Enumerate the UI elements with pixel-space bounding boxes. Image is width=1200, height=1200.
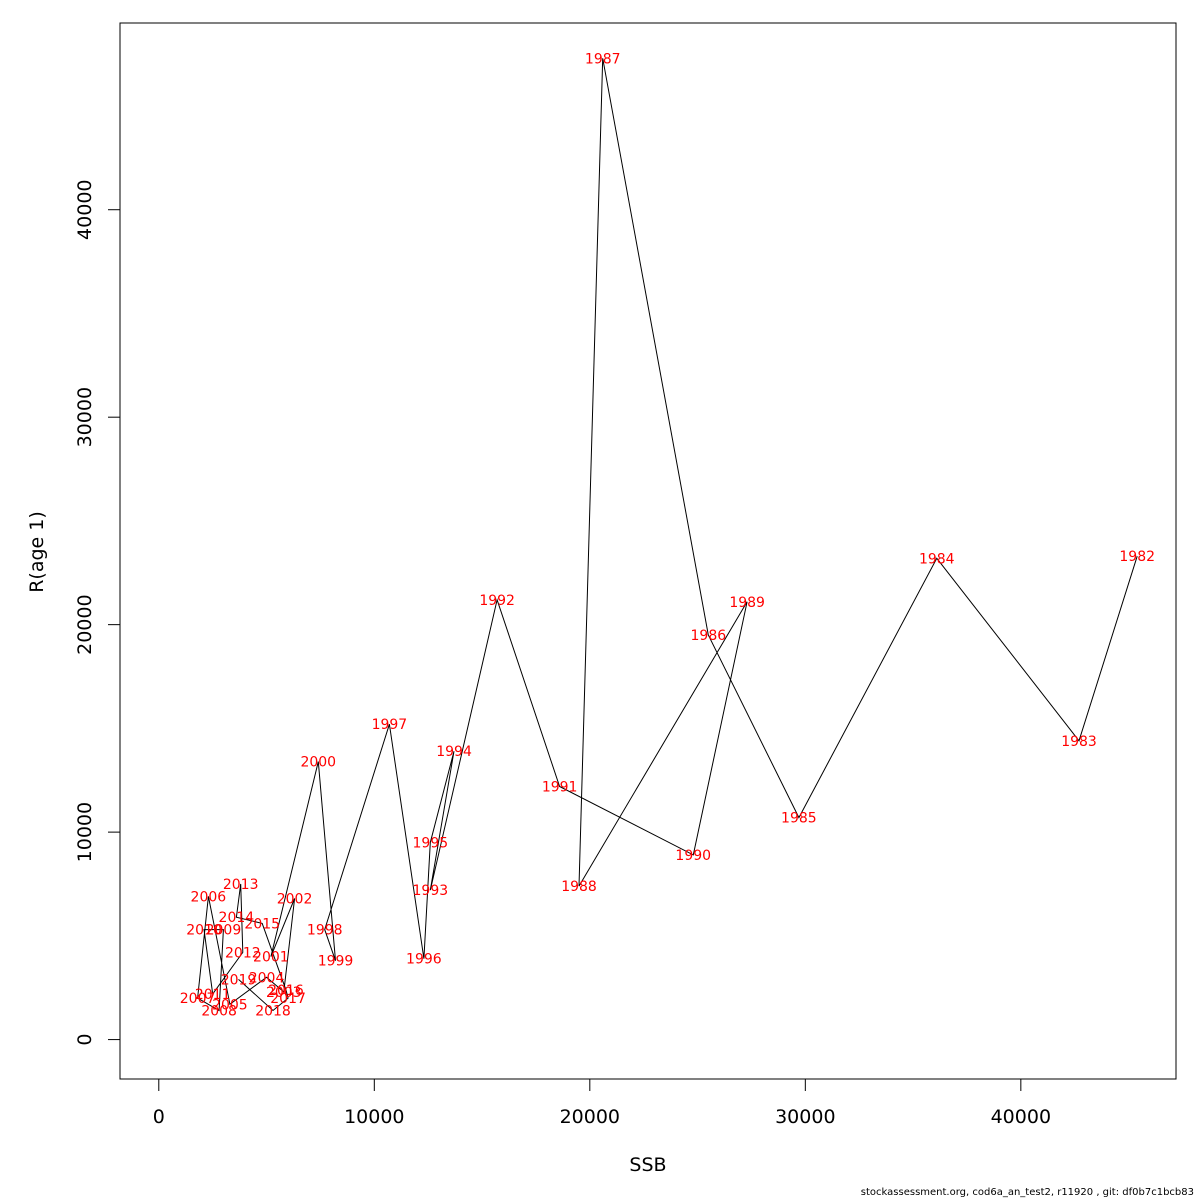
year-label-2010: 2010 [186,923,222,939]
recruitment-trajectory-line [197,58,1138,1012]
year-label-1996: 1996 [406,952,442,968]
x-axis: 0 10000 20000 30000 40000 [153,1078,1051,1128]
year-label-1992: 1992 [479,593,515,609]
year-label-2013: 2013 [223,877,259,893]
x-tick-label: 30000 [775,1106,835,1128]
year-label-1989: 1989 [729,595,765,611]
x-tick-label: 10000 [344,1106,404,1128]
year-label-2007: 2007 [180,991,216,1007]
year-label-1990: 1990 [675,848,711,864]
year-label-2009: 2009 [206,923,242,939]
year-label-2002: 2002 [277,892,313,908]
y-tick-label: 20000 [74,594,96,654]
x-tick-label: 0 [153,1106,165,1128]
year-labels: 1982 1983 1984 1985 1986 1987 1988 1989 1990 1991… [180,51,1155,1019]
year-label-2008: 2008 [201,1004,237,1020]
year-label-2005: 2005 [212,997,248,1013]
year-label-1993: 1993 [413,883,449,899]
y-tick-label: 40000 [74,179,96,239]
year-label-1984: 1984 [919,551,955,567]
x-axis-title: SSB [629,1154,666,1176]
year-label-1986: 1986 [691,628,727,644]
year-label-1991: 1991 [542,779,578,795]
year-label-1995: 1995 [413,835,449,851]
year-label-1987: 1987 [585,51,621,67]
y-tick-label: 0 [74,1034,96,1046]
year-label-2015: 2015 [244,916,280,932]
year-label-2004: 2004 [249,970,285,986]
y-tick-label: 10000 [74,802,96,862]
year-label-2011: 2011 [195,987,231,1003]
year-label-2006: 2006 [191,889,227,905]
y-axis-title: R(age 1) [26,511,48,593]
footer-credit: stockassessment.org, cod6a_an_test2, r11… [860,1187,1194,1198]
year-label-2019: 2019 [221,972,257,988]
year-label-2003: 2003 [266,985,302,1001]
year-label-2014: 2014 [219,910,255,926]
year-label-2001: 2001 [253,950,289,966]
year-label-1988: 1988 [561,879,597,895]
year-label-1997: 1997 [372,717,408,733]
year-label-2012: 2012 [225,945,261,961]
year-label-1982: 1982 [1119,549,1155,565]
year-label-1994: 1994 [436,744,472,760]
year-label-2016: 2016 [268,983,304,999]
y-axis: 0 10000 20000 30000 40000 [74,179,121,1046]
year-label-2017: 2017 [270,991,306,1007]
year-label-1983: 1983 [1061,734,1097,750]
year-label-2018: 2018 [255,1004,291,1020]
x-tick-label: 40000 [991,1106,1051,1128]
year-label-2000: 2000 [300,755,336,771]
y-tick-label: 30000 [74,387,96,447]
year-label-1999: 1999 [318,954,354,970]
year-label-1998: 1998 [307,923,343,939]
x-tick-label: 20000 [560,1106,620,1128]
year-label-1985: 1985 [781,811,817,827]
